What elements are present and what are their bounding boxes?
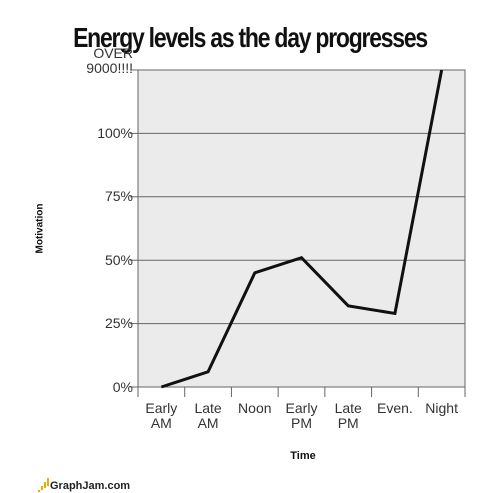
footer-icon: [47, 478, 49, 486]
x-tick-label: Late AM: [194, 400, 222, 431]
y-tick-label: 25%: [104, 315, 133, 332]
y-axis-label: Motivation: [34, 203, 46, 254]
x-tick-label: Early PM: [285, 400, 318, 431]
footer-icon: [38, 490, 40, 492]
plot-background: [137, 69, 466, 388]
footer: GraphJam.com: [50, 480, 131, 492]
y-tick-label: 50%: [104, 251, 133, 268]
footer-icon: [41, 486, 43, 490]
y-tick-label: 75%: [104, 188, 133, 205]
footer-icon: [44, 482, 46, 488]
chart-title: Energy levels as the day progresses: [73, 22, 428, 53]
y-tick-label: OVER 9000!!!!: [86, 45, 133, 76]
x-axis-label: Time: [290, 450, 316, 462]
x-tick-label: Early AM: [145, 400, 178, 431]
x-tick-label: Night: [425, 400, 458, 416]
x-tick-label: Even.: [377, 400, 413, 416]
x-tick-label: Noon: [238, 400, 272, 416]
line: [160, 69, 444, 389]
x-tick-label: Late PM: [334, 400, 362, 431]
y-tick-label: 0%: [112, 378, 133, 395]
y-tick-label: 100%: [97, 124, 133, 141]
